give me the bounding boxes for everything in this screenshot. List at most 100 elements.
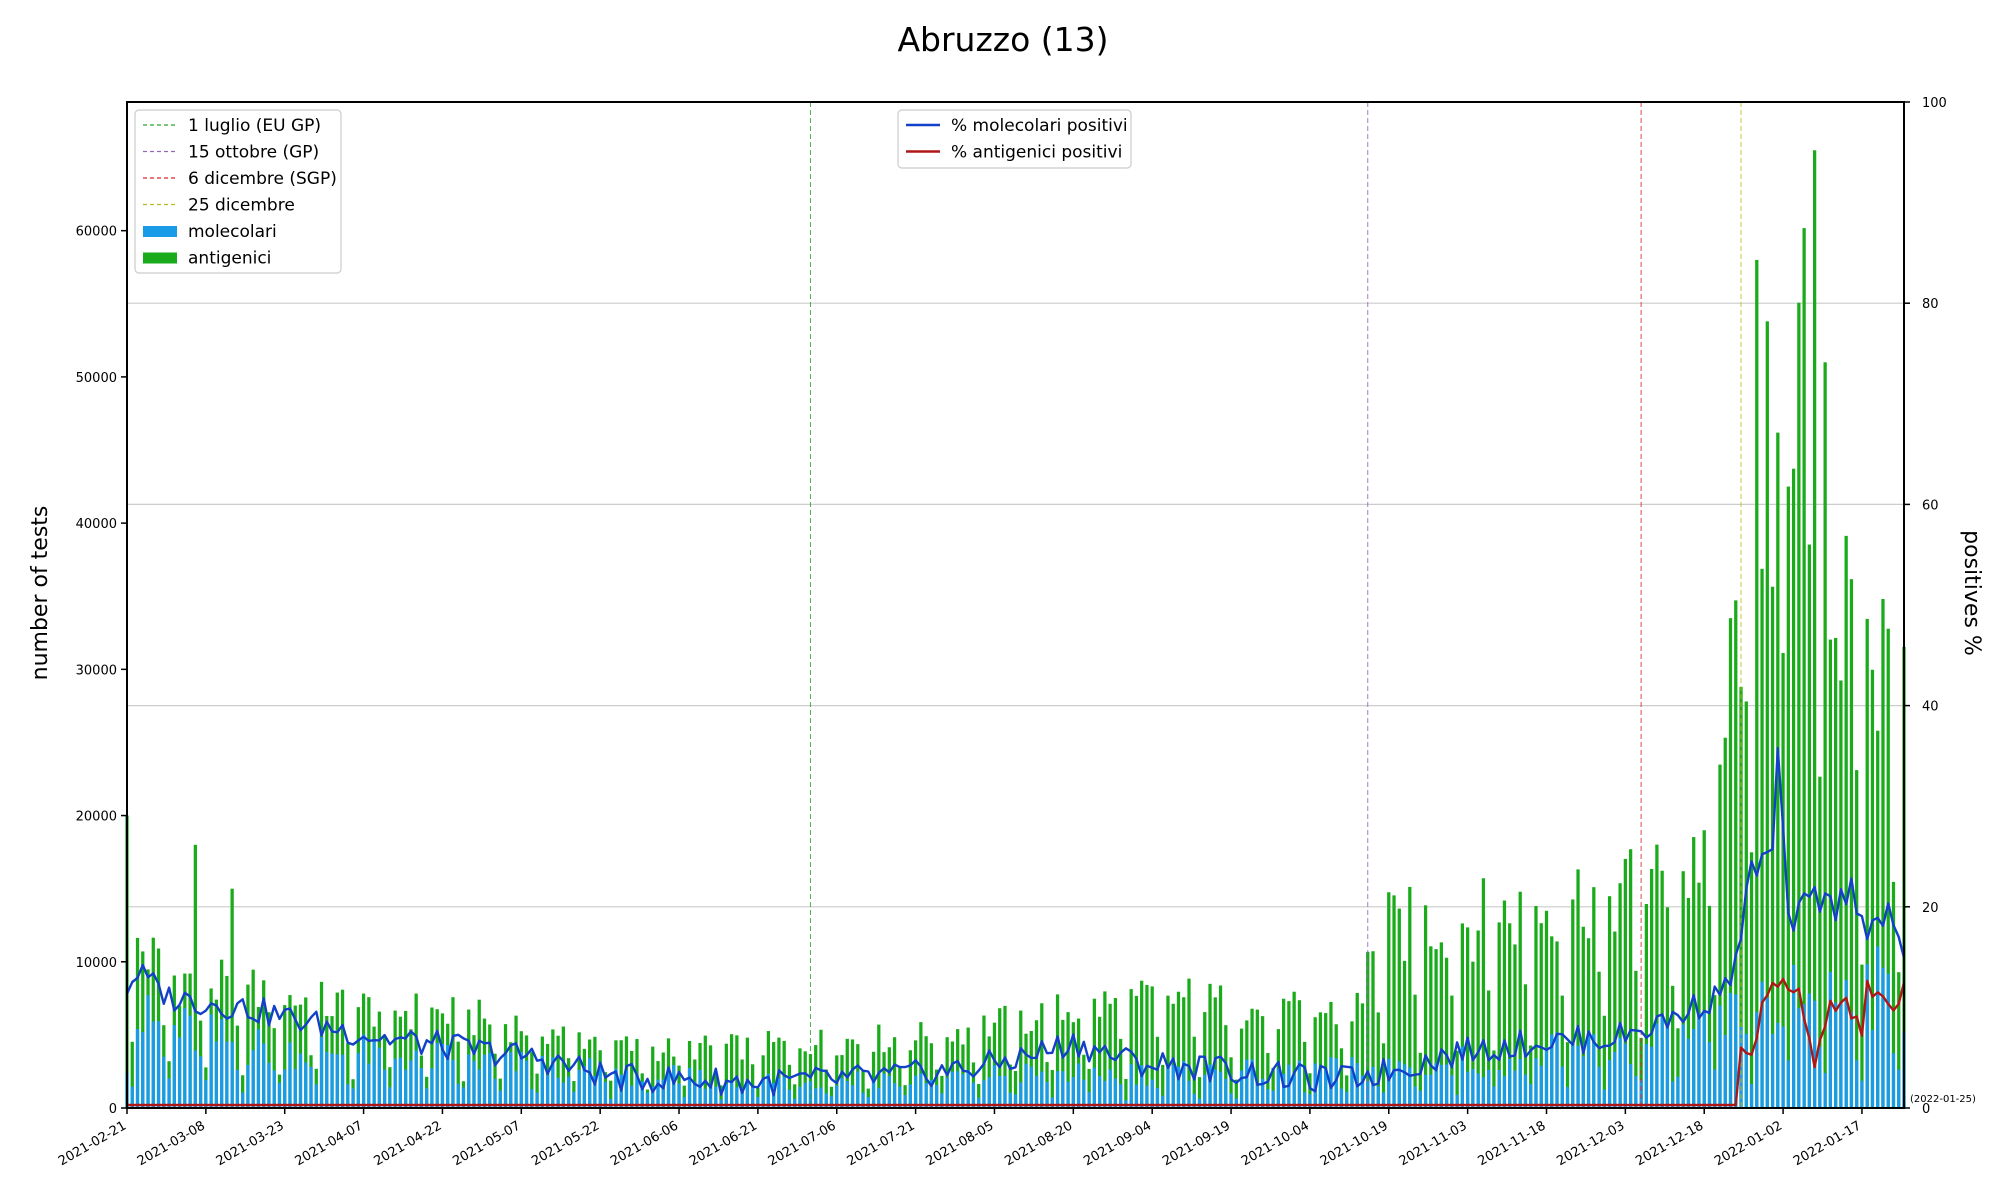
bar-molecolari [1271,1090,1275,1108]
bar-molecolari [425,1088,429,1108]
bar-antigenici [1692,837,1696,1108]
bar-molecolari [882,1073,886,1108]
bar-antigenici [1492,1050,1496,1108]
bar-antigenici [729,1034,734,1108]
bar-antigenici [630,1050,634,1108]
bar-molecolari [1744,1033,1748,1108]
bar-molecolari [1791,964,1796,1108]
bar-antigenici [1544,910,1549,1108]
bar-molecolari [1187,1080,1191,1108]
bar-molecolari [1397,1061,1401,1108]
bar-antigenici [1807,544,1811,1108]
bar-antigenici [1255,1009,1259,1108]
bar-antigenici [1418,1052,1422,1108]
bar-antigenici [1297,1000,1302,1108]
bar-molecolari [624,1070,629,1108]
bar-molecolari [1334,1058,1338,1108]
bar-antigenici [1124,1079,1128,1108]
bar-molecolari [1781,1026,1785,1108]
bar-molecolari [751,1087,755,1108]
bar-antigenici [1471,961,1475,1108]
bar-antigenici [708,1045,713,1108]
bar-antigenici [1765,321,1769,1108]
bar-molecolari [651,1086,655,1108]
bar-antigenici [740,1059,744,1108]
bar-molecolari [1634,1075,1638,1108]
bar-molecolari [1555,1032,1559,1108]
bar-antigenici [1402,960,1407,1108]
bar-molecolari [645,1092,650,1108]
bar-molecolari [992,1065,997,1108]
bar-molecolari [756,1096,760,1108]
bar-molecolari [919,1073,923,1108]
bar-antigenici [1455,1050,1459,1108]
bar-molecolari [451,1059,455,1108]
bar-antigenici [1134,995,1139,1108]
legend-label: % antigenici positivi [951,143,1122,163]
bar-molecolari [1834,1002,1838,1108]
bar-molecolari [1108,1069,1112,1108]
bar-antigenici [819,1029,823,1108]
bar-molecolari [572,1091,576,1108]
bar-molecolari [735,1087,739,1108]
bar-molecolari [388,1087,392,1108]
bar-antigenici [1276,1029,1280,1108]
bar-molecolari [1466,1071,1470,1108]
bar-molecolari [435,1043,439,1108]
bar-antigenici [1387,892,1391,1108]
bar-antigenici [556,1035,560,1108]
y2-tick-label: 0 [1922,1102,1930,1117]
bar-antigenici [1292,991,1296,1108]
bar-antigenici [456,1041,460,1108]
bar-molecolari [856,1071,860,1108]
bar-molecolari [1303,1092,1307,1108]
bar-molecolari [1455,1094,1459,1108]
bar-molecolari [656,1079,660,1108]
bar-antigenici [1592,887,1596,1108]
legend-positives: % molecolari positivi % antigenici positi… [897,109,1132,169]
bar-antigenici [892,1037,897,1108]
bar-molecolari [446,1045,450,1108]
bar-molecolari [177,1037,182,1108]
bar-molecolari [714,1086,718,1108]
bar-molecolari [235,1069,240,1108]
bar-antigenici [1260,1016,1265,1108]
bar-antigenici [1565,1042,1570,1108]
bar-molecolari [703,1088,707,1108]
bar-antigenici [1129,989,1133,1108]
bar-molecolari [1476,1073,1480,1108]
bar-antigenici [1208,983,1212,1108]
bar-molecolari [729,1081,734,1108]
bar-antigenici [135,937,140,1108]
bar-antigenici [1192,1036,1196,1108]
bar-molecolari [1802,1004,1806,1108]
bar-molecolari [1155,1087,1160,1108]
bar-molecolari [551,1057,555,1108]
bar-antigenici [1686,897,1691,1108]
bar-molecolari [1381,1092,1386,1108]
bar-antigenici [1523,984,1528,1108]
bar-molecolari [1844,979,1848,1108]
bar-molecolari [708,1084,713,1108]
bar-molecolari [887,1075,891,1108]
bar-antigenici [1823,362,1827,1108]
bar-molecolari [1718,1005,1722,1108]
bar-antigenici [1434,949,1438,1108]
bar-molecolari [1360,1075,1365,1108]
bar-antigenici [619,1040,623,1108]
bar-molecolari [693,1081,697,1108]
legend-label: % molecolari positivi [951,116,1128,136]
bar-molecolari [493,1078,497,1108]
bar-molecolari [1376,1086,1380,1108]
bar-molecolari [361,1034,366,1108]
bar-antigenici [1166,995,1170,1108]
bar-antigenici [1218,985,1223,1108]
bar-antigenici [1371,951,1375,1108]
bar-molecolari [1765,997,1769,1108]
bar-molecolari [1602,1089,1606,1108]
bar-molecolari [687,1067,692,1108]
bar-antigenici [1392,895,1396,1108]
bar-antigenici [1665,907,1670,1108]
bar-antigenici [1818,776,1822,1108]
bar-molecolari [472,1060,476,1108]
